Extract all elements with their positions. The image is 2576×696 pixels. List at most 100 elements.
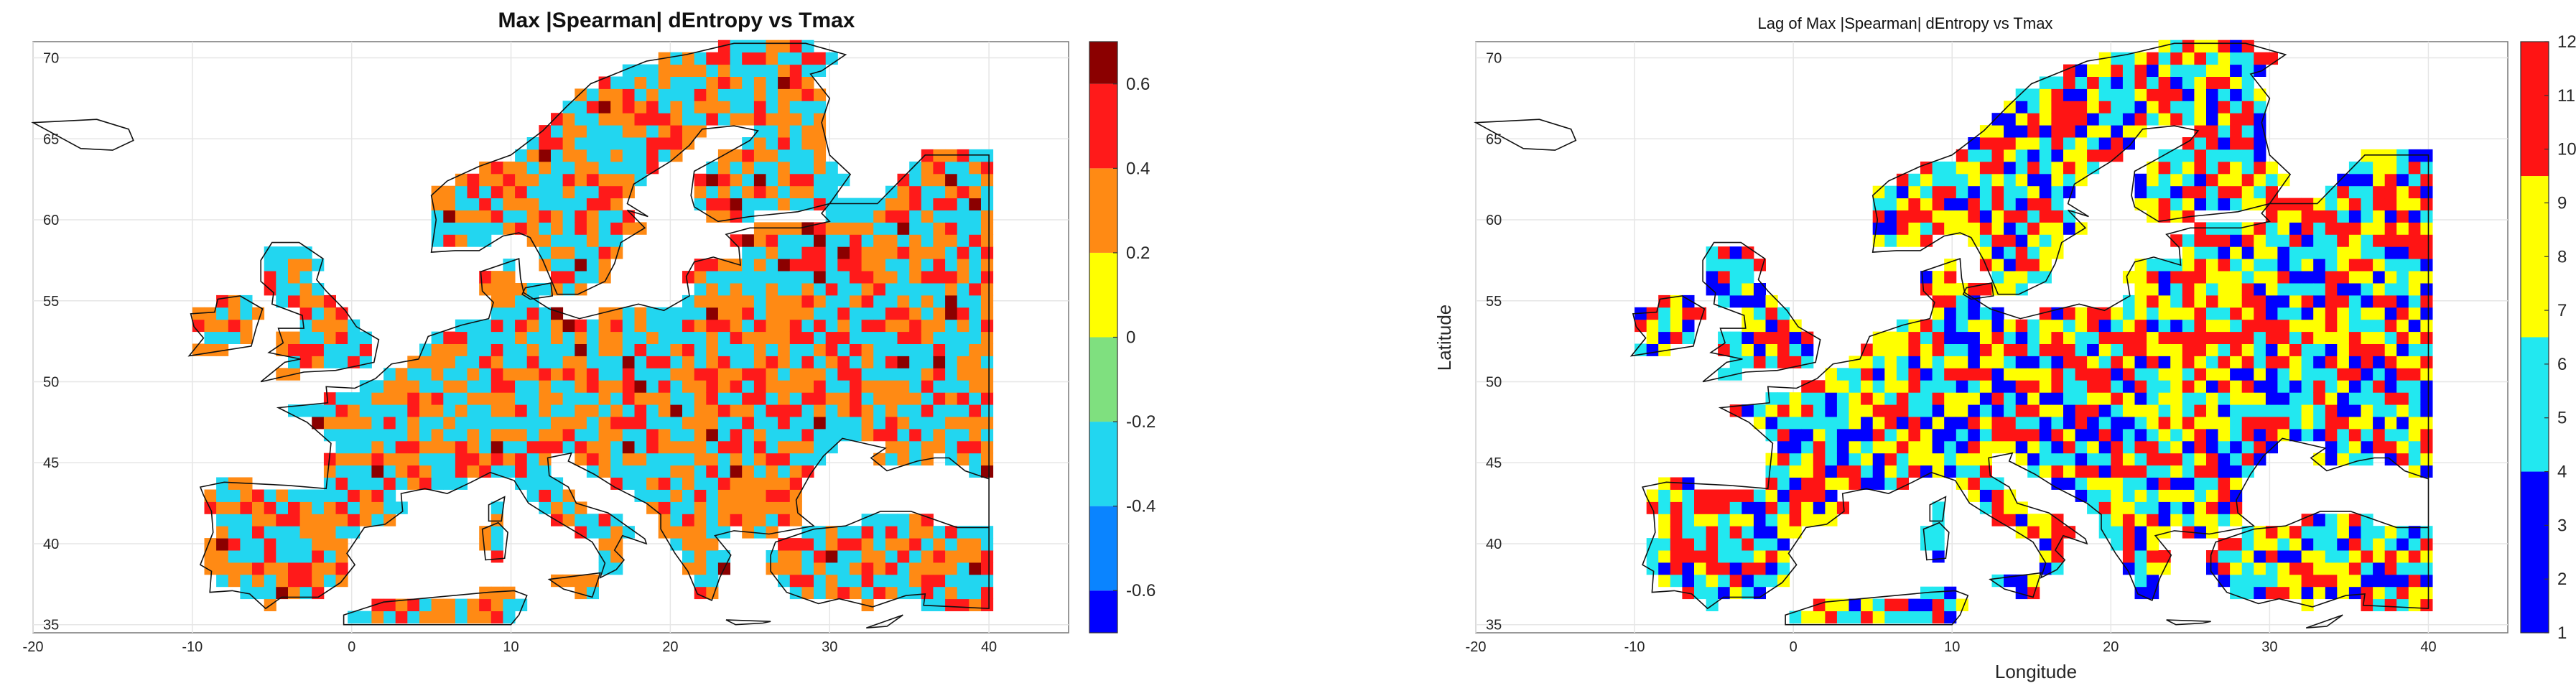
heatmap-cell — [873, 271, 886, 284]
heatmap-cell — [2277, 246, 2290, 259]
heatmap-cell — [407, 477, 420, 490]
heatmap-cell — [503, 380, 516, 393]
heatmap-cell — [2170, 501, 2183, 514]
heatmap-cell — [490, 222, 503, 235]
heatmap-cell — [706, 101, 719, 113]
heatmap-cell — [850, 526, 862, 539]
heatmap-cell — [1872, 210, 1885, 223]
heatmap-cell — [1849, 428, 1861, 442]
heatmap-cell — [2396, 343, 2409, 356]
heatmap-cell — [1813, 477, 1826, 490]
coastline — [260, 241, 380, 383]
heatmap-cell — [586, 149, 599, 162]
heatmap-cell — [586, 404, 599, 417]
heatmap-cell — [909, 392, 922, 405]
heatmap-cell — [1718, 562, 1731, 575]
heatmap-cell — [933, 562, 946, 575]
heatmap-cell — [969, 465, 982, 478]
heatmap-cell — [1896, 368, 1909, 381]
heatmap-cell — [825, 538, 838, 551]
heatmap-cell — [515, 161, 528, 175]
heatmap-cell — [2039, 246, 2052, 259]
heatmap-cell — [598, 246, 611, 259]
heatmap-cell — [706, 538, 719, 551]
heatmap-cell — [455, 465, 468, 478]
heatmap-cell — [2206, 550, 2219, 563]
heatmap-cell — [2098, 64, 2111, 77]
heatmap-cell — [2087, 465, 2100, 478]
heatmap-cell — [490, 210, 503, 223]
heatmap-cell — [2147, 574, 2159, 588]
heatmap-cell — [957, 161, 970, 175]
heatmap-cell — [957, 538, 970, 551]
heatmap-cell — [2075, 428, 2088, 442]
heatmap-cell — [1991, 161, 2004, 175]
heatmap-cell — [2134, 550, 2147, 563]
heatmap-cell — [2348, 331, 2361, 344]
heatmap-cell — [2039, 440, 2052, 454]
heatmap-cell — [1836, 611, 1849, 623]
heatmap-cell — [1777, 343, 1790, 356]
heatmap-cell — [359, 343, 372, 356]
heatmap-cell — [789, 356, 802, 368]
heatmap-cell — [1896, 428, 1909, 442]
heatmap-cell — [861, 514, 874, 526]
heatmap-cell — [2373, 271, 2386, 284]
heatmap-cell — [981, 440, 994, 454]
heatmap-cell — [778, 52, 791, 65]
heatmap-cell — [766, 294, 778, 308]
heatmap-cell — [957, 428, 970, 442]
heatmap-cell — [1956, 380, 1968, 393]
heatmap-cell — [682, 526, 695, 539]
heatmap-cell — [383, 501, 396, 514]
heatmap-cell — [2348, 307, 2361, 320]
heatmap-cell — [1956, 198, 1968, 210]
heatmap-cell — [2194, 526, 2207, 539]
heatmap-cell — [2039, 173, 2052, 187]
heatmap-cell — [2218, 404, 2231, 417]
heatmap-cell — [598, 380, 611, 393]
heatmap-cell — [670, 465, 683, 478]
heatmap-cell — [2194, 113, 2207, 126]
heatmap-cell — [515, 222, 528, 235]
heatmap-cell — [742, 161, 755, 175]
heatmap-cell — [1777, 331, 1790, 344]
heatmap-cell — [2004, 440, 2017, 454]
heatmap-cell — [885, 392, 898, 405]
heatmap-cell — [586, 259, 599, 272]
heatmap-cell — [586, 271, 599, 284]
heatmap-cell — [610, 392, 623, 405]
heatmap-cell — [2254, 271, 2266, 284]
heatmap-cell — [2122, 368, 2135, 381]
heatmap-cell — [766, 76, 778, 89]
heatmap-cell — [1979, 380, 1992, 393]
heatmap-cell — [814, 368, 827, 381]
heatmap-cell — [2194, 137, 2207, 150]
heatmap-cell — [1765, 319, 1778, 333]
heatmap-cell — [801, 52, 814, 65]
heatmap-cell — [2325, 404, 2338, 417]
heatmap-cell — [801, 331, 814, 344]
heatmap-cell — [2325, 453, 2338, 466]
heatmap-cell — [2254, 562, 2266, 575]
heatmap-cell — [586, 88, 599, 101]
heatmap-cell — [682, 52, 695, 65]
heatmap-cell — [2396, 222, 2409, 235]
heatmap-cell — [1718, 331, 1731, 344]
heatmap-cell — [1861, 477, 1874, 490]
heatmap-cell — [1694, 538, 1707, 551]
heatmap-cell — [2170, 40, 2183, 53]
heatmap-cell — [2147, 113, 2159, 126]
heatmap-cell — [467, 185, 480, 199]
heatmap-cell — [515, 210, 528, 223]
heatmap-cell — [515, 149, 528, 162]
heatmap-cell — [921, 294, 934, 308]
heatmap-cell — [921, 246, 934, 259]
heatmap-cell — [1694, 501, 1707, 514]
heatmap-cell — [837, 294, 850, 308]
heatmap-cell — [2194, 52, 2207, 65]
heatmap-cell — [2170, 101, 2183, 113]
heatmap-cell — [610, 526, 623, 539]
heatmap-cell — [562, 173, 575, 187]
heatmap-cell — [2301, 294, 2314, 308]
